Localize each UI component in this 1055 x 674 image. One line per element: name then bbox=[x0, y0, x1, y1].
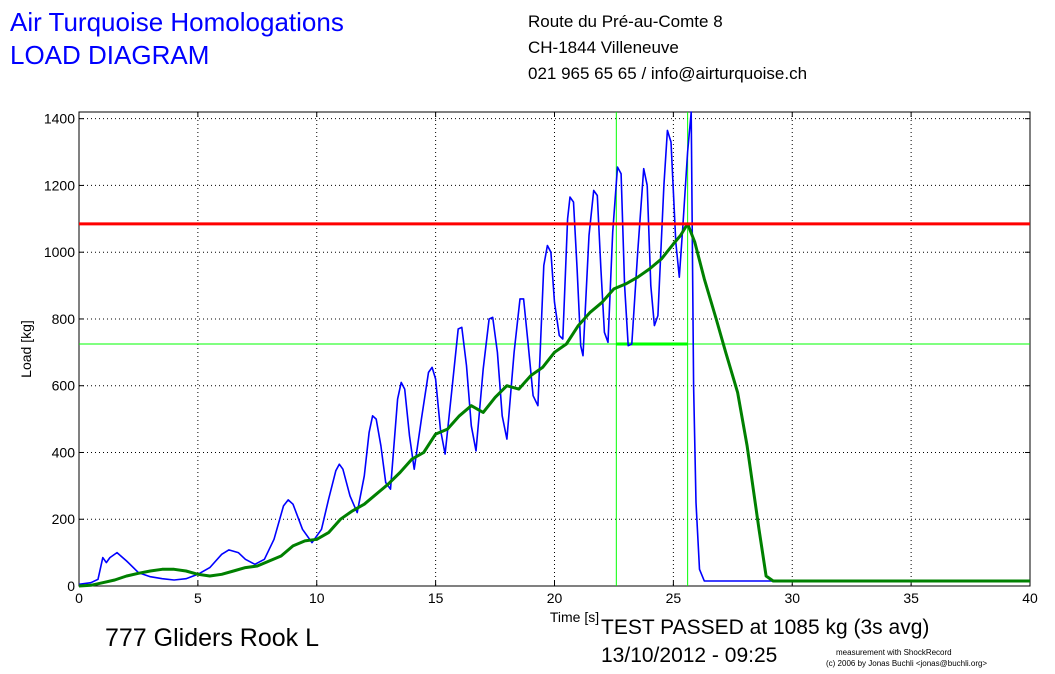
company-name: Air Turquoise Homologations bbox=[10, 7, 344, 37]
y-tick-label: 1400 bbox=[44, 111, 75, 127]
y-tick-label: 800 bbox=[52, 311, 76, 327]
x-tick-label: 0 bbox=[75, 590, 83, 606]
x-tick-label: 40 bbox=[1022, 590, 1038, 606]
x-tick-label: 25 bbox=[666, 590, 682, 606]
x-tick-label: 30 bbox=[784, 590, 800, 606]
x-tick-label: 15 bbox=[428, 590, 444, 606]
x-tick-label: 20 bbox=[547, 590, 563, 606]
header-address: Route du Pré-au-Comte 8 CH-1844 Villeneu… bbox=[528, 9, 807, 87]
test-result: TEST PASSED at 1085 kg (3s avg) 13/10/20… bbox=[601, 614, 929, 670]
test-datetime: 13/10/2012 - 09:25 bbox=[601, 644, 778, 667]
glider-name: 777 Gliders Rook L bbox=[105, 624, 320, 652]
x-tick-label: 5 bbox=[194, 590, 202, 606]
test-status: TEST PASSED at 1085 kg (3s avg) bbox=[601, 616, 930, 639]
x-tick-label: 35 bbox=[903, 590, 919, 606]
address-line-1: Route du Pré-au-Comte 8 bbox=[528, 12, 723, 31]
header-left: Air Turquoise Homologations LOAD DIAGRAM bbox=[10, 6, 344, 72]
credit-line-2: (c) 2006 by Jonas Buchli <jonas@buchli.o… bbox=[826, 659, 988, 668]
raw-load-line bbox=[78, 111, 1030, 586]
y-tick-label: 1000 bbox=[44, 244, 75, 260]
credit-line-1: measurement with ShockRecord bbox=[836, 648, 952, 657]
y-tick-label: 1200 bbox=[44, 177, 75, 193]
series-layer bbox=[78, 111, 1030, 588]
diagram-title: LOAD DIAGRAM bbox=[10, 40, 210, 70]
x-axis-label: Time [s] bbox=[550, 609, 599, 625]
average-load-line bbox=[78, 222, 1030, 588]
credit: measurement with ShockRecord (c) 2006 by… bbox=[826, 647, 987, 669]
grid bbox=[79, 112, 1030, 586]
y-tick-label: 400 bbox=[52, 444, 76, 460]
contact-line: 021 965 65 65 / info@airturquoise.ch bbox=[528, 64, 808, 83]
x-tick-label: 10 bbox=[309, 590, 325, 606]
y-tick-label: 0 bbox=[67, 578, 75, 594]
address-line-2: CH-1844 Villeneuve bbox=[528, 38, 679, 57]
y-tick-label: 600 bbox=[52, 378, 76, 394]
y-axis-label: Load [kg] bbox=[18, 320, 34, 378]
axis-ticks: 0 5 10 15 20 25 30 35 40020040060080010001200140… bbox=[44, 111, 1038, 606]
y-tick-label: 200 bbox=[52, 511, 76, 527]
